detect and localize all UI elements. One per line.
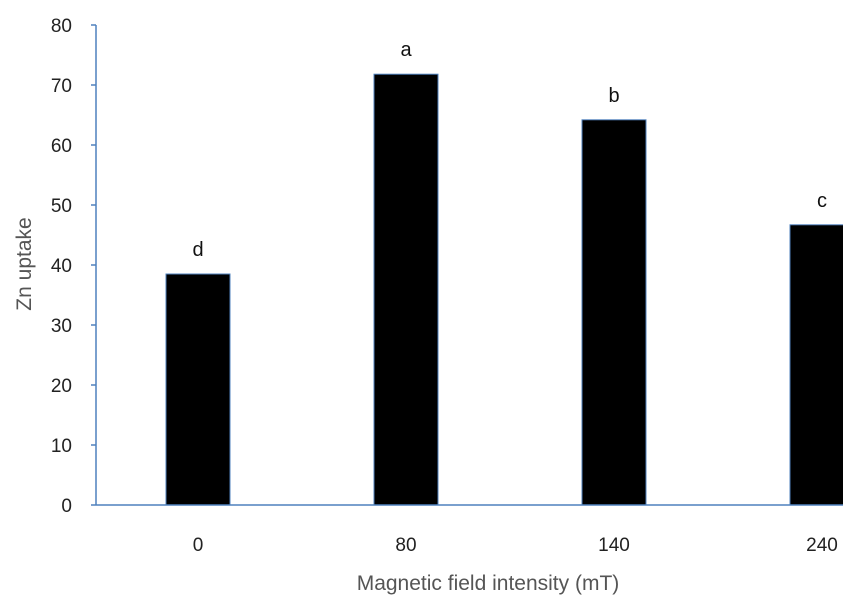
x-tick-label: 240 <box>806 535 838 556</box>
y-tick-label: 60 <box>51 136 72 157</box>
y-axis-title: Zn uptake <box>13 217 36 310</box>
bar <box>373 73 439 506</box>
bar <box>789 224 843 506</box>
x-tick-label: 0 <box>193 535 204 556</box>
y-tick-label: 70 <box>51 76 72 97</box>
y-tick-label: 50 <box>51 196 72 217</box>
y-tick-label: 80 <box>51 16 72 37</box>
bar <box>165 273 231 506</box>
y-axis-ticks: 0 10 20 30 40 50 60 70 80 <box>51 16 96 517</box>
y-tick-label: 10 <box>51 436 72 457</box>
bar-data-label: d <box>192 239 203 261</box>
bar <box>581 119 647 506</box>
bar-data-label: c <box>817 190 827 212</box>
bar-data-label: b <box>608 85 619 107</box>
y-tick-label: 40 <box>51 256 72 277</box>
y-tick-label: 30 <box>51 316 72 337</box>
y-tick-label: 0 <box>61 496 72 517</box>
x-tick-label: 140 <box>598 535 630 556</box>
bar-data-labels: d a b c <box>192 39 827 261</box>
x-axis-title: Magnetic field intensity (mT) <box>357 572 620 595</box>
x-tick-label: 80 <box>395 535 416 556</box>
bars <box>165 73 843 506</box>
y-tick-label: 20 <box>51 376 72 397</box>
x-axis-ticks: 0 80 140 240 <box>193 535 838 556</box>
bar-data-label: a <box>400 39 412 61</box>
